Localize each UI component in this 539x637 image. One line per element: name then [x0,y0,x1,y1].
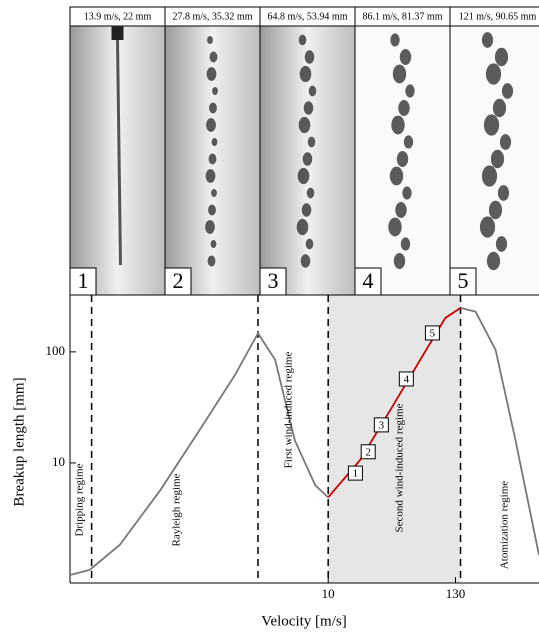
droplet [301,203,312,217]
marker-box [347,465,363,481]
droplet [499,134,512,150]
droplet [492,98,507,118]
droplet [298,34,307,46]
marker-box [424,325,440,341]
droplet [488,200,503,220]
caption: 27.8 m/s, 35.32 mm [172,11,252,22]
droplet [304,50,315,64]
droplet [208,204,216,216]
droplet [501,83,514,99]
droplet [302,152,313,166]
chart: 10 100 10 130 12 3 4 5 [46,294,539,601]
nozzle [111,26,124,40]
droplet [396,151,409,167]
droplet [298,116,311,134]
droplet [392,64,407,84]
droplet [405,84,415,98]
droplet [402,186,412,200]
panel-number: 2 [173,268,184,293]
droplet [389,166,404,186]
droplet [388,217,402,237]
panel-number: 1 [78,268,89,293]
marker-label: 1 [353,468,359,480]
number-box [449,267,477,296]
y-tick-label: 100 [46,343,66,358]
y-axis-label: Breakup length [mm] [11,377,27,506]
droplet [390,33,400,47]
marker-label: 3 [379,419,385,431]
panel-number: 3 [268,268,279,293]
droplet [495,236,508,252]
caption: 86.1 m/s, 81.37 mm [362,11,442,22]
droplet [209,102,217,114]
droplet [403,135,414,149]
regime-label: Atomization regime [499,481,511,569]
marker-box [360,444,376,460]
droplet [393,253,406,269]
droplet [208,153,217,165]
caption: 64.8 m/s, 53.94 mm [267,11,347,22]
photo-strip: 13.9 m/s, 22 mm 1 27.8 m/s, 35.32 mm 2 64.8 … [69,6,539,296]
curve [460,306,539,556]
regime-label: Dripping regime [74,463,86,536]
number-box [259,267,287,296]
droplet [391,115,405,135]
droplet [303,101,314,115]
marker-box [398,371,414,387]
droplet [300,254,311,268]
droplet [211,137,218,147]
droplet [308,85,317,97]
droplet [306,187,315,199]
x-tick-label: 130 [446,586,466,601]
marker-label: 5 [430,327,436,339]
marker-label: 2 [365,446,371,458]
droplet [398,100,410,116]
droplet [211,188,217,198]
droplet [209,51,218,63]
droplet [395,202,407,218]
x-axis-label: Velocity [m/s] [261,613,346,629]
droplet [490,149,505,169]
x-tick-label: 10 [322,586,335,601]
droplet [305,238,314,250]
droplet [481,165,498,187]
droplet [207,255,216,267]
droplet [485,63,502,85]
droplet [210,239,217,249]
droplet [206,118,216,132]
marker-label: 4 [404,374,410,386]
droplet [299,65,312,83]
droplet [205,220,215,234]
droplet [307,136,316,148]
marker-box [373,417,389,433]
droplet [212,86,218,96]
droplet [206,67,217,81]
panel-number: 4 [363,268,374,293]
droplet [399,49,412,65]
droplet [400,237,411,251]
caption: 13.9 m/s, 22 mm [84,11,152,22]
droplet [497,185,510,201]
droplet [296,218,309,236]
droplet [205,169,216,183]
regime-label: Rayleigh regime [171,473,183,546]
jet [116,39,122,266]
y-tick-label: 10 [52,454,65,469]
caption: 121 m/s, 90.65 mm [459,11,537,22]
droplet [207,35,213,45]
shaded-region [328,295,461,583]
regime-label: First wind-induced regime [283,352,295,469]
droplet [483,114,500,136]
droplet [494,47,509,67]
droplet [481,32,494,48]
droplet [479,216,496,238]
number-box [354,267,382,296]
curve [69,331,329,576]
regime-label: Second wind-induced regime [394,403,406,532]
panel-number: 5 [458,268,469,293]
droplet [486,251,501,271]
droplet [297,167,310,185]
